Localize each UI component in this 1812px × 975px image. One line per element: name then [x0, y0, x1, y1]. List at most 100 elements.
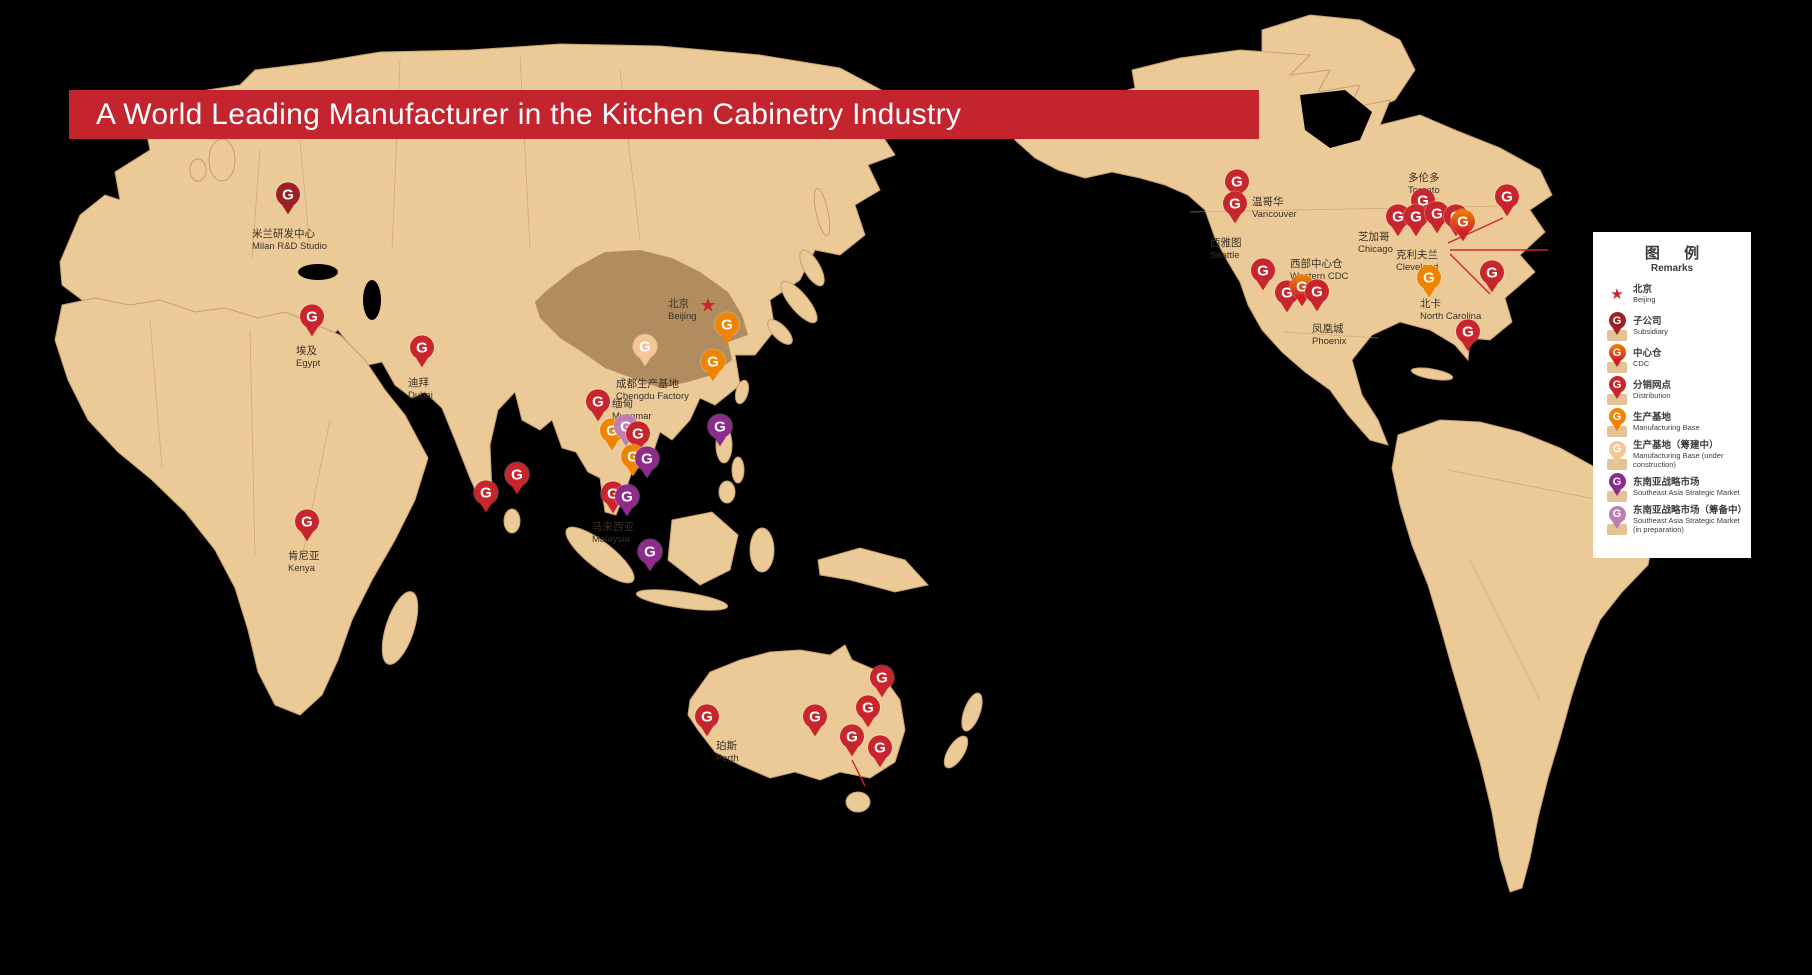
pin-tail	[300, 530, 314, 548]
label-en: Western CDC	[1290, 270, 1349, 282]
map-pin-brisbane: G	[870, 665, 894, 704]
pin-head: G	[1495, 184, 1519, 209]
legend-land-chip	[1607, 394, 1627, 405]
mfg-pin-icon: G	[1601, 408, 1633, 437]
legend-land-chip	[1607, 458, 1627, 470]
legend-item-text: 中心仓 CDC	[1633, 348, 1662, 369]
pin-tail	[1256, 279, 1270, 297]
pin-tail	[305, 325, 319, 343]
star-glyph: ★	[1610, 286, 1624, 303]
map-pin-cleveland-cdc: G	[1451, 209, 1475, 248]
ireland	[189, 158, 207, 182]
japan-main	[780, 280, 818, 324]
pin-tail	[591, 410, 605, 428]
map-label-seattle: 西雅图 Seattle	[1210, 237, 1242, 261]
legend-item-subsidiary: G 子公司 Subsidiary	[1601, 312, 1743, 341]
legend-item-cdc: G 中心仓 CDC	[1601, 344, 1743, 373]
label-zh: 马来西亚	[592, 521, 634, 533]
pin-head: G	[638, 539, 662, 564]
map-label-egypt: 埃及 Egypt	[296, 345, 320, 369]
pin-tail	[808, 725, 822, 743]
sea-pin-icon: G	[1601, 473, 1633, 503]
map-label-beijing: 北京 Beijing	[668, 298, 697, 322]
pin-tail	[606, 502, 620, 520]
pin-head: G	[708, 414, 732, 439]
north-america	[1004, 49, 1553, 446]
legend-item-text: 东南亚战略市场（筹备中） Southeast Asia Strategic Mar…	[1633, 505, 1747, 534]
legend-label-en: Southeast Asia Strategic Market (in prep…	[1633, 516, 1740, 534]
japan-north	[799, 249, 825, 287]
label-zh: 肯尼亚	[288, 550, 320, 562]
madagascar	[381, 591, 419, 665]
label-zh: 北京	[668, 298, 689, 310]
pin-head: G	[803, 704, 827, 729]
pin-head: G	[1480, 260, 1504, 285]
label-en: Chicago	[1358, 243, 1393, 255]
pin-tail	[626, 465, 640, 483]
map-pin-east-us: G	[1480, 260, 1504, 299]
label-en: Perth	[716, 752, 739, 764]
pin-tail	[1228, 212, 1242, 230]
legend-item-text: 分销网点 Distribution	[1633, 380, 1671, 401]
label-en: Milan R&D Studio	[252, 240, 327, 252]
pin-tail	[1500, 205, 1514, 223]
pin-tail	[640, 467, 654, 485]
sea_prep-pin-icon: G	[1601, 505, 1633, 535]
legend-items: ★ 北京 Beijing G 子公司 Subsidiary G 中心仓 CDC G 分销网点 Dist…	[1601, 281, 1747, 535]
china-highlight	[535, 250, 748, 388]
legend-label-zh: 北京	[1633, 284, 1653, 296]
label-zh: 北卡	[1420, 298, 1441, 310]
map-pin-east-china: G	[715, 312, 739, 351]
pin-tail	[1612, 359, 1622, 372]
legend-item-mfg: G 生产基地 Manufacturing Base	[1601, 408, 1743, 437]
pin-tail	[479, 501, 493, 519]
legend-label-en: Subsidiary	[1633, 326, 1669, 336]
cuba	[1410, 367, 1454, 381]
legend-item-text: 生产基地 Manufacturing Base	[1633, 412, 1700, 433]
star-icon: ★	[1601, 287, 1633, 302]
pin-head: G	[295, 509, 319, 534]
label-en: Seattle	[1210, 249, 1240, 261]
nz-north	[961, 692, 983, 732]
pin-head: G	[1404, 204, 1428, 229]
taiwan	[734, 379, 750, 405]
pin-head: G	[276, 182, 300, 207]
map-pin-kenya: G	[295, 509, 319, 548]
map-pin-dubai: G	[410, 335, 434, 374]
legend-label-en: Southeast Asia Strategic Market	[1633, 487, 1740, 497]
label-zh: 凤凰城	[1312, 323, 1344, 335]
pin-tail	[1612, 423, 1622, 436]
mindanao	[718, 480, 736, 504]
label-en: North Carolina	[1420, 310, 1482, 322]
map-pin-adelaide: G	[803, 704, 827, 743]
map-label-chicago-1: 芝加哥 Chicago	[1358, 231, 1393, 255]
pin-tail	[1612, 488, 1622, 501]
map-pin-india-south: G	[505, 462, 529, 501]
legend-land-chip	[1607, 426, 1627, 437]
label-en: Malaysia	[592, 533, 630, 545]
pin-tail	[638, 355, 652, 373]
borneo	[667, 511, 739, 586]
pin-head: G	[856, 695, 880, 720]
label-en: Vancouver	[1252, 208, 1297, 220]
label-zh: 多伦多	[1408, 172, 1440, 184]
map-label-dubai: 迪拜 Dubai	[408, 377, 433, 401]
pin-tail	[510, 483, 524, 501]
label-en: Egypt	[296, 357, 321, 369]
legend-land-chip	[1607, 523, 1627, 535]
black-sea	[298, 264, 338, 280]
map-pin-manila: G	[708, 414, 732, 453]
title-banner: A World Leading Manufacturer in the Kitc…	[69, 90, 1259, 139]
map-pin-india-west: G	[474, 480, 498, 519]
pin-head: G	[586, 389, 610, 414]
map-label-cleveland-1: 克利夫兰 Cleveland	[1396, 249, 1438, 273]
pin-head: G	[1451, 209, 1475, 234]
map-pin-milan: G	[276, 182, 300, 221]
pin-head: G	[300, 304, 324, 329]
legend-land-chip	[1607, 362, 1627, 373]
map-pin-jakarta: G	[638, 539, 662, 578]
pin-tail	[861, 716, 875, 734]
label-zh: 成都生产基地	[616, 378, 679, 390]
pin-tail	[281, 203, 295, 221]
